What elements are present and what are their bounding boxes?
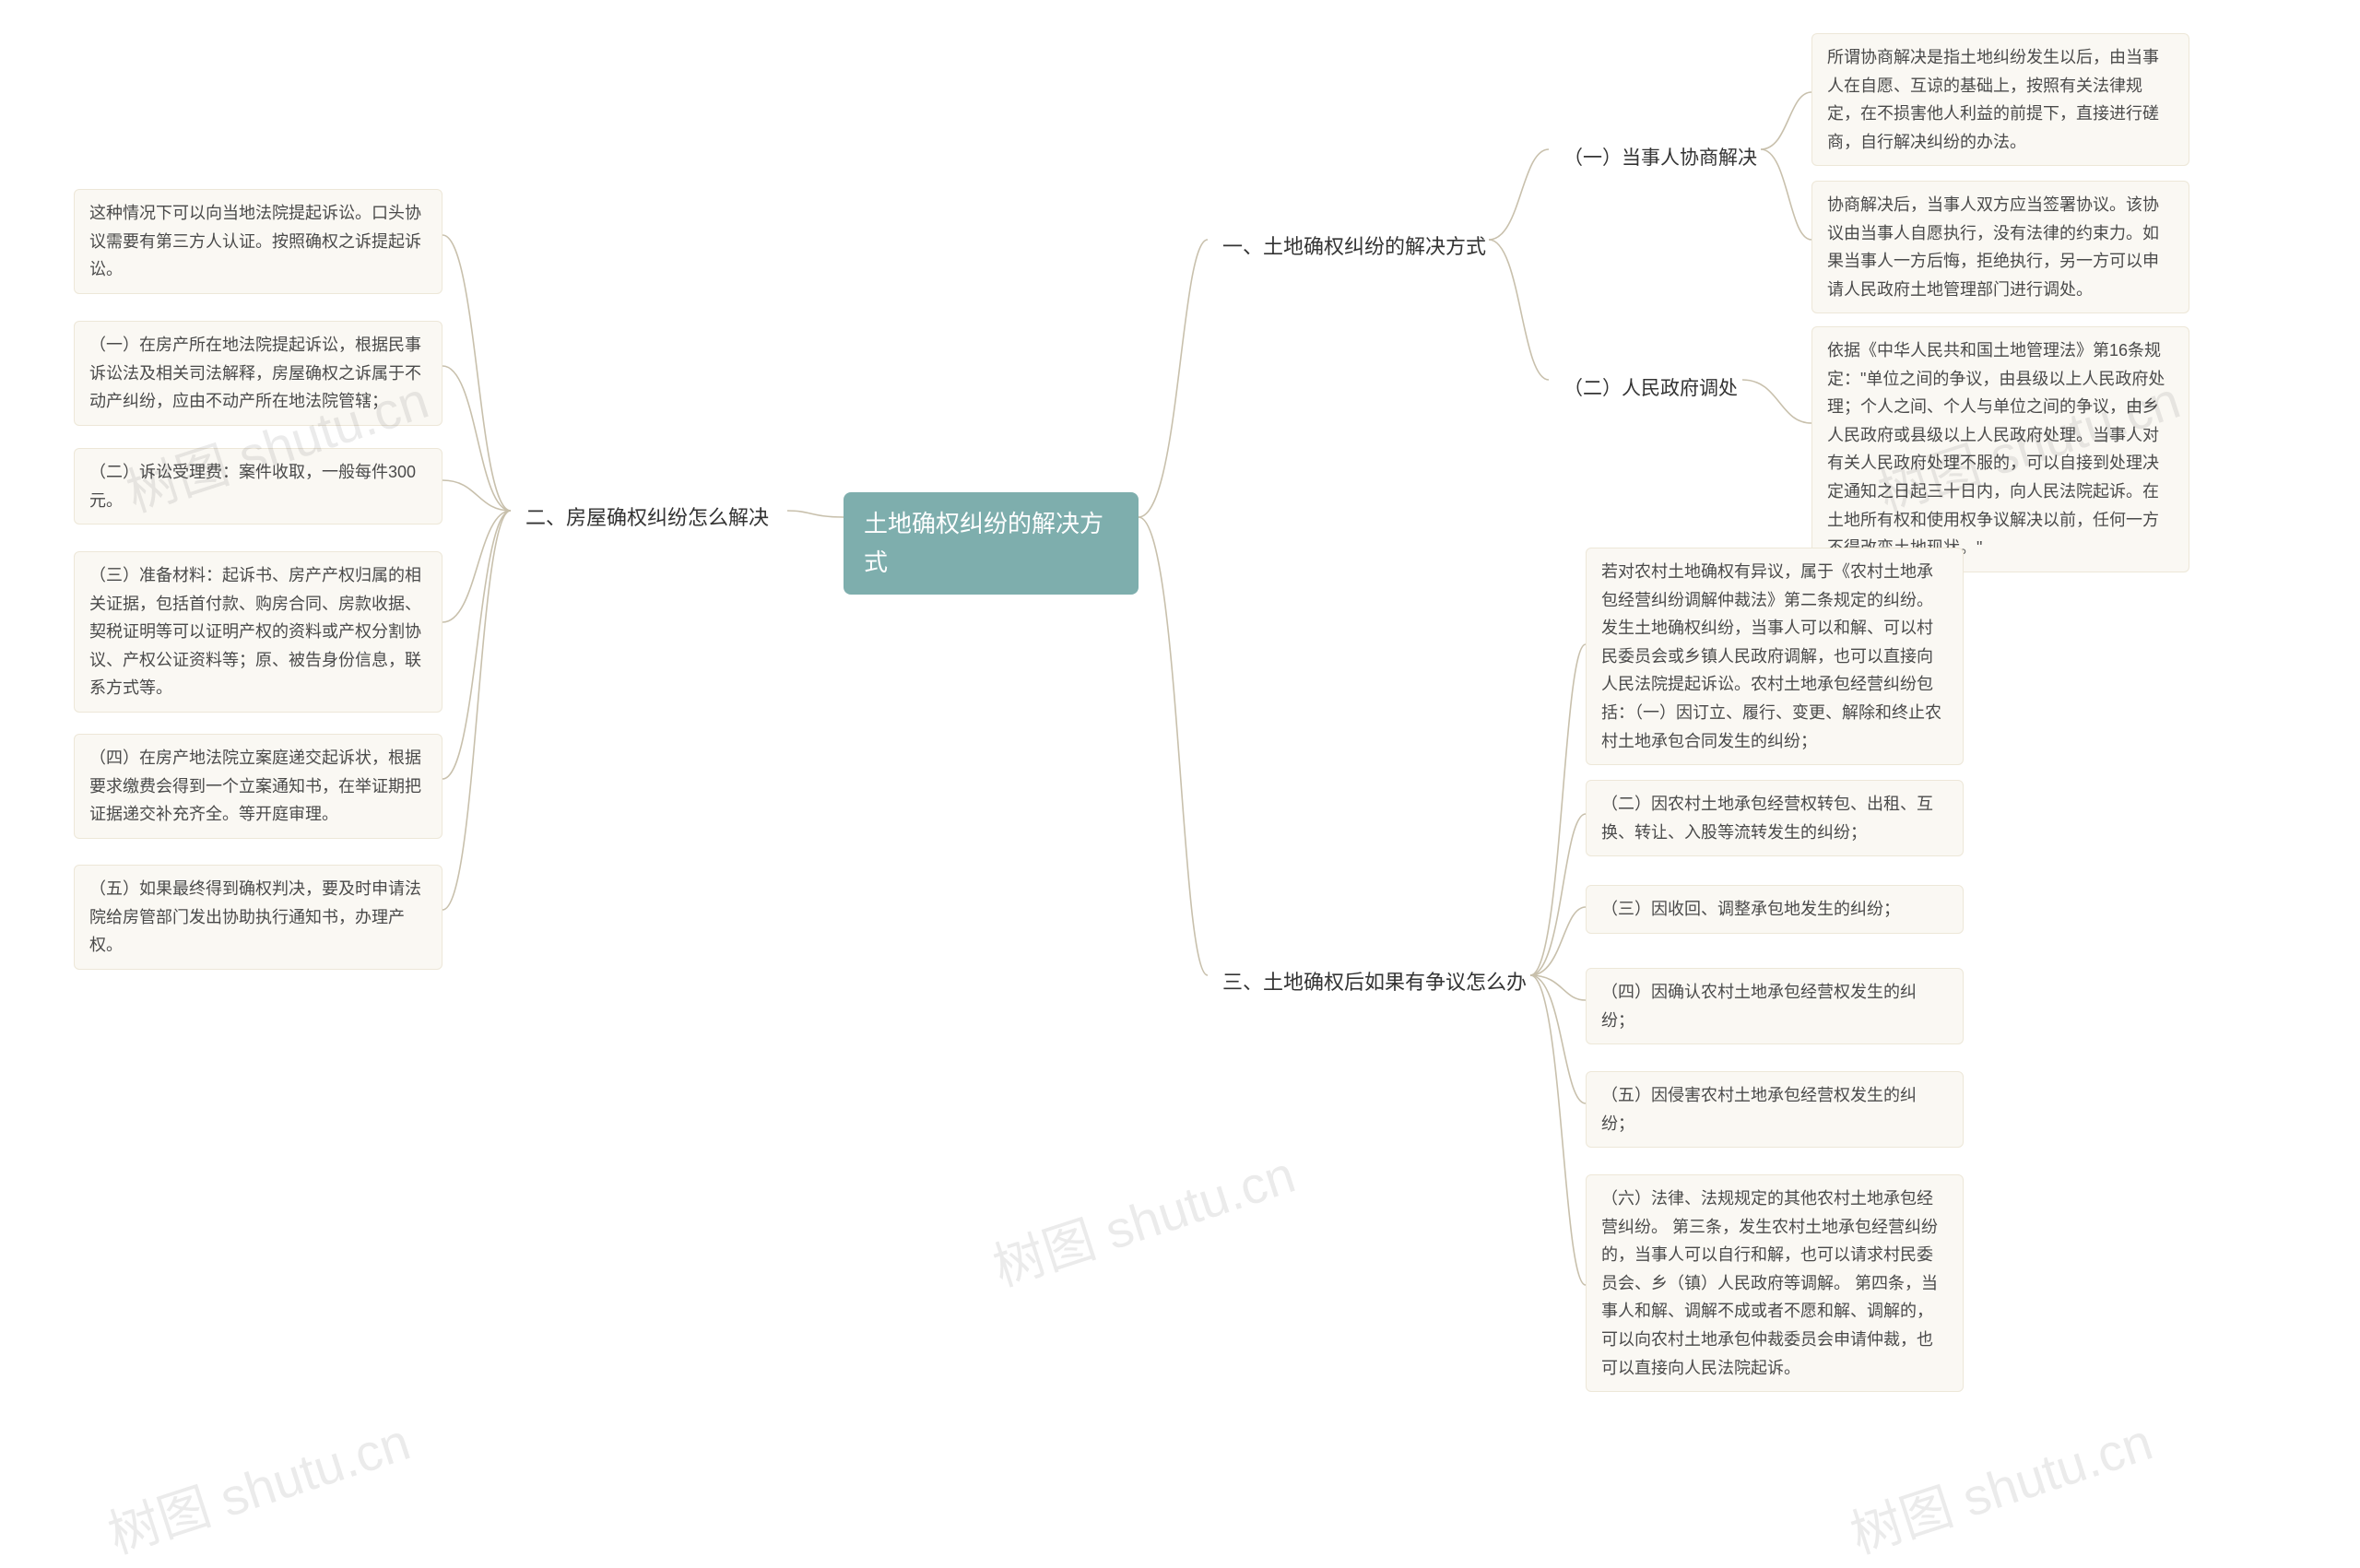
- watermark: 树图 shutu.cn: [1840, 1401, 2161, 1568]
- leaf-node: （五）因侵害农村土地承包经营权发生的纠纷；: [1586, 1071, 1964, 1148]
- watermark: 树图 shutu.cn: [983, 1134, 1304, 1302]
- sub-node-1-2[interactable]: （二）人民政府调处: [1549, 364, 1752, 414]
- branch-node-3[interactable]: 三、土地确权后如果有争议怎么办: [1208, 957, 1541, 1008]
- branch-node-1[interactable]: 一、土地确权纠纷的解决方式: [1208, 221, 1501, 272]
- leaf-node: （二）因农村土地承包经营权转包、出租、互换、转让、入股等流转发生的纠纷；: [1586, 780, 1964, 856]
- leaf-node: （三）因收回、调整承包地发生的纠纷；: [1586, 885, 1964, 934]
- sub-node-1-1[interactable]: （一）当事人协商解决: [1549, 134, 1772, 183]
- leaf-node: （三）准备材料：起诉书、房产产权归属的相关证据，包括首付款、购房合同、房款收据、…: [74, 551, 442, 713]
- watermark: 树图 shutu.cn: [98, 1401, 419, 1568]
- mindmap-canvas: 土地确权纠纷的解决方式 一、土地确权纠纷的解决方式 （一）当事人协商解决 所谓协…: [0, 0, 2360, 1539]
- leaf-node: 依据《中华人民共和国土地管理法》第16条规定："单位之间的争议，由县级以上人民政…: [1811, 326, 2189, 572]
- root-node[interactable]: 土地确权纠纷的解决方式: [844, 492, 1139, 595]
- leaf-node: （四）在房产地法院立案庭递交起诉状，根据要求缴费会得到一个立案通知书，在举证期把…: [74, 734, 442, 839]
- leaf-node: 所谓协商解决是指土地纠纷发生以后，由当事人在自愿、互谅的基础上，按照有关法律规定…: [1811, 33, 2189, 166]
- leaf-node: （五）如果最终得到确权判决，要及时申请法院给房管部门发出协助执行通知书，办理产权…: [74, 865, 442, 970]
- leaf-node: 协商解决后，当事人双方应当签署协议。该协议由当事人自愿执行，没有法律的约束力。如…: [1811, 181, 2189, 313]
- leaf-node: 若对农村土地确权有异议，属于《农村土地承包经营纠纷调解仲裁法》第二条规定的纠纷。…: [1586, 548, 1964, 765]
- leaf-node: （一）在房产所在地法院提起诉讼，根据民事诉讼法及相关司法解释，房屋确权之诉属于不…: [74, 321, 442, 426]
- leaf-node: （二）诉讼受理费：案件收取，一般每件300元。: [74, 448, 442, 525]
- leaf-node: 这种情况下可以向当地法院提起诉讼。口头协议需要有第三方人认证。按照确权之诉提起诉…: [74, 189, 442, 294]
- leaf-node: （六）法律、法规规定的其他农村土地承包经营纠纷。 第三条，发生农村土地承包经营纠…: [1586, 1174, 1964, 1392]
- branch-node-2[interactable]: 二、房屋确权纠纷怎么解决: [511, 492, 784, 543]
- leaf-node: （四）因确认农村土地承包经营权发生的纠纷；: [1586, 968, 1964, 1044]
